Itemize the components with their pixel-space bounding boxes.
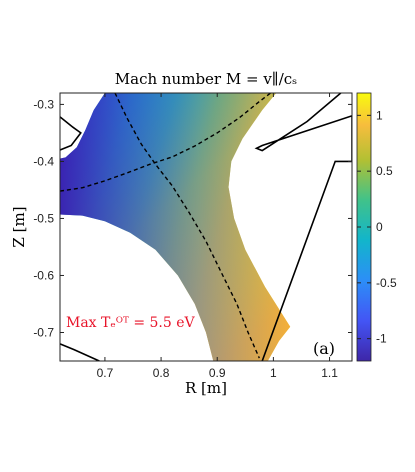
plot-frame <box>59 92 353 362</box>
vessel-wall-bottom <box>60 343 100 361</box>
y-tick-label: -0.5 <box>33 211 54 225</box>
max-temperature-annotation: Max Tₑᴼᵀ = 5.5 eV <box>66 315 196 331</box>
x-tick-label: 0.7 <box>97 366 114 380</box>
y-tick-label: -0.3 <box>33 97 54 111</box>
x-axis-ticks: 0.7 0.8 0.9 1 1.1 <box>97 93 338 380</box>
colorbar-tick-label: -1 <box>376 332 387 346</box>
vessel-wall-left <box>60 116 82 151</box>
x-tick-label: 1.1 <box>321 366 338 380</box>
colorbar-tick-label: 0 <box>376 220 383 234</box>
y-axis-ticks: -0.3 -0.4 -0.5 -0.6 -0.7 <box>33 97 352 339</box>
x-axis-label: R [m] <box>185 379 227 397</box>
x-tick-label: 0.9 <box>209 366 226 380</box>
separatrix-dashed-line <box>114 93 260 359</box>
colorbar-tick-label: 1 <box>376 108 383 122</box>
y-axis-label: Z [m] <box>10 206 28 247</box>
x-tick-label: 0.8 <box>153 366 170 380</box>
panel-label: (a) <box>313 339 335 358</box>
y-tick-label: -0.7 <box>33 325 54 339</box>
y-tick-label: -0.6 <box>33 268 54 282</box>
plot-region <box>60 93 352 361</box>
x-tick-label: 1 <box>270 366 277 380</box>
colorbar-ticks: 1 0.5 0 -0.5 -1 <box>357 108 397 346</box>
colorbar-tick-label: -0.5 <box>376 276 397 290</box>
chart-title: Mach number M = v∥/cₛ <box>115 70 297 88</box>
separatrix-dashed-line <box>60 93 272 192</box>
colorbar-tick-label: 0.5 <box>376 164 393 178</box>
vessel-wall-right <box>254 93 352 361</box>
y-tick-label: -0.4 <box>33 154 54 168</box>
